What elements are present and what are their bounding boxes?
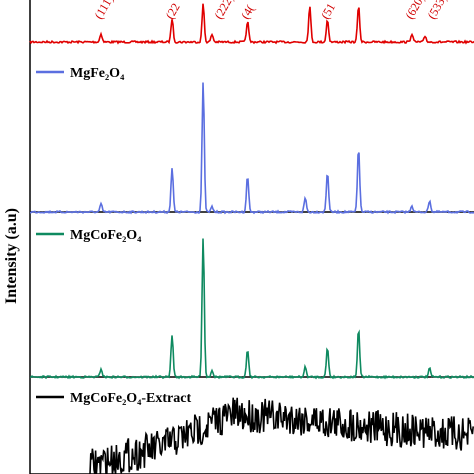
diffraction-traces: [29, 3, 474, 474]
legend-label-2: MgCoFe₂O₄: [70, 228, 142, 243]
legend-label-1: MgFe₂O₄: [70, 66, 125, 81]
trace-2: [29, 238, 474, 380]
miller-index-labels: (111) (22 (222) (4( (51 (620)(533): [92, 0, 450, 22]
y-axis-title: Intensity (a.u): [3, 208, 20, 305]
miller-label-2: (222): [211, 0, 236, 22]
trace-3: [89, 397, 474, 474]
trace-0: [29, 3, 474, 45]
miller-label-6: (533): [425, 0, 450, 22]
legend: MgFe₂O₄ MgCoFe₂O₄ MgCoFe₂O₄-Extract: [36, 66, 191, 406]
trace-1: [29, 82, 474, 215]
miller-label-4: (51: [318, 1, 338, 22]
miller-label-1: (22: [163, 1, 183, 22]
miller-label-5: (620): [402, 0, 427, 22]
miller-label-0: (111): [92, 0, 117, 22]
legend-label-3: MgCoFe₂O₄-Extract: [70, 391, 191, 406]
miller-label-3: (4(: [238, 2, 257, 21]
